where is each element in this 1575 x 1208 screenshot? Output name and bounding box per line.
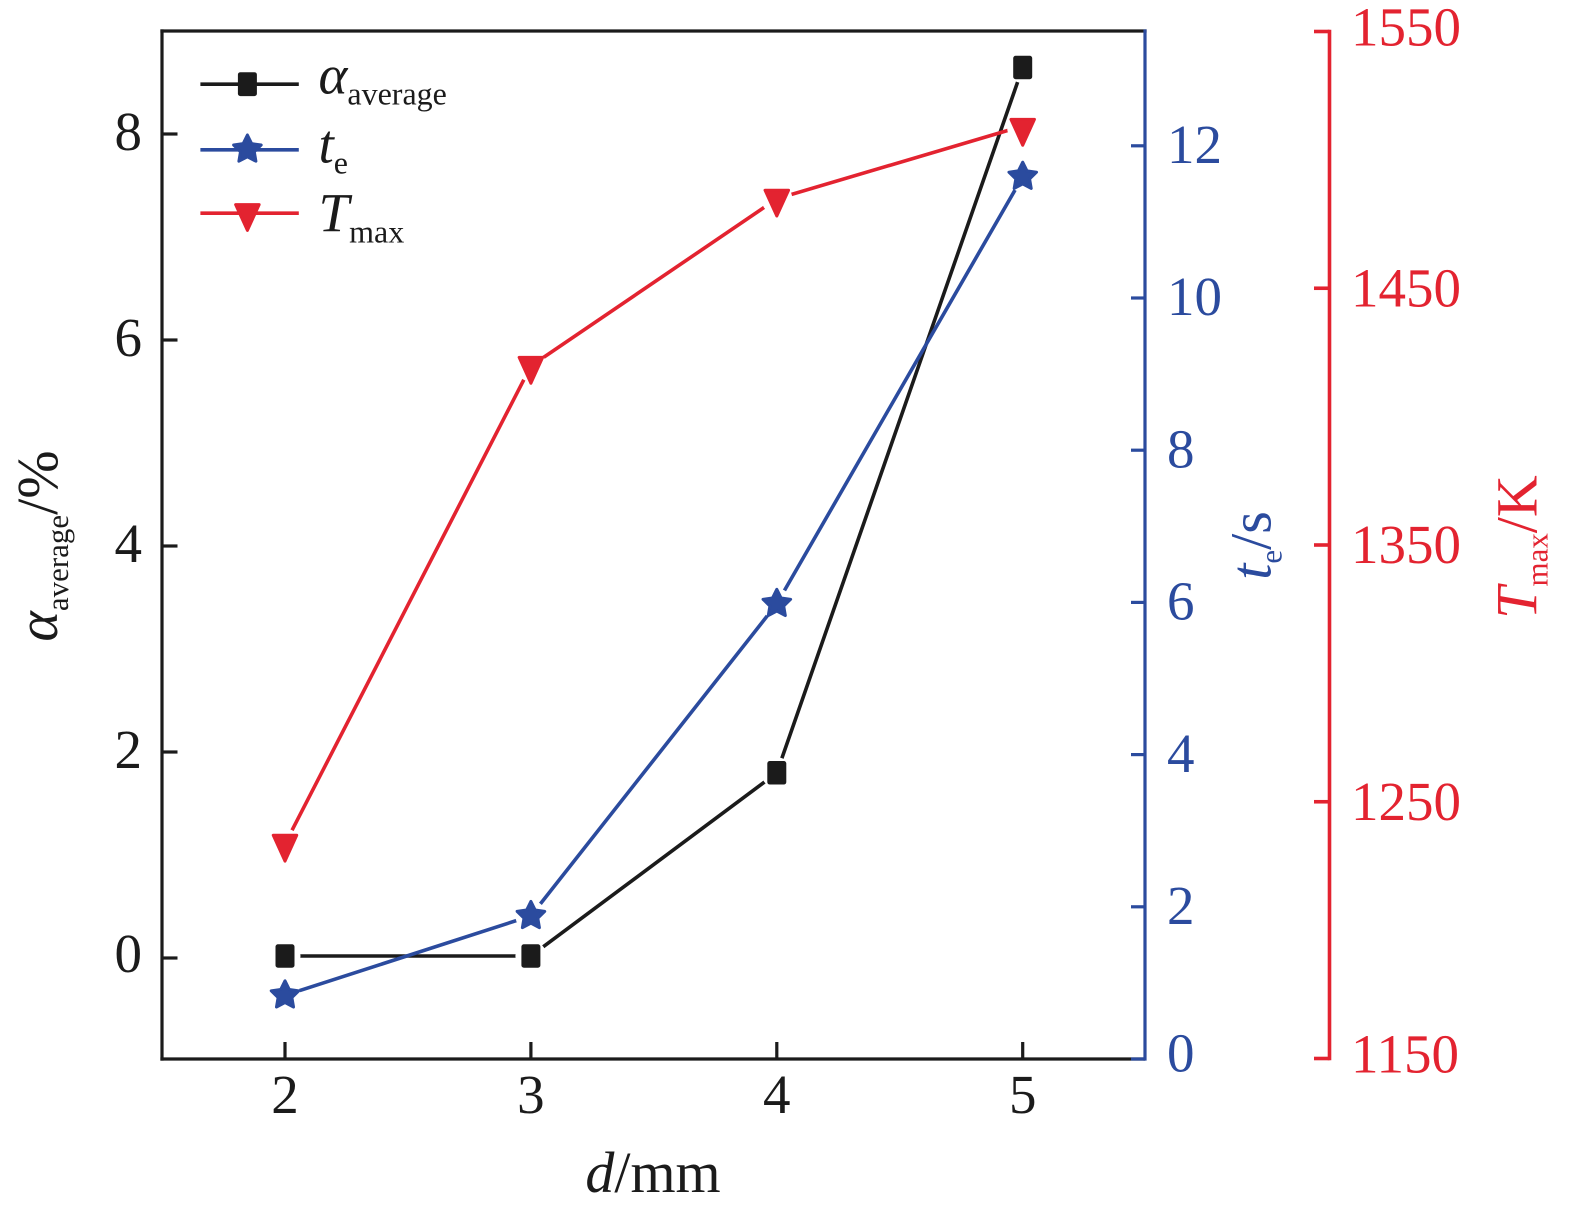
- svg-text:1550: 1550: [1351, 0, 1461, 58]
- svg-text:Tmax/K: Tmax/K: [1484, 475, 1554, 619]
- svg-text:10: 10: [1167, 266, 1222, 327]
- svg-text:0: 0: [115, 923, 143, 984]
- svg-text:3: 3: [517, 1064, 545, 1125]
- svg-text:1250: 1250: [1351, 771, 1461, 832]
- svg-text:2: 2: [1167, 875, 1195, 936]
- svg-text:te: te: [319, 114, 348, 181]
- svg-text:d/mm: d/mm: [585, 1140, 720, 1205]
- svg-text:1350: 1350: [1351, 514, 1461, 575]
- svg-text:1450: 1450: [1351, 257, 1461, 318]
- svg-text:0: 0: [1167, 1023, 1195, 1084]
- svg-text:6: 6: [1167, 571, 1195, 632]
- svg-text:2: 2: [115, 719, 143, 780]
- svg-text:4: 4: [1167, 723, 1195, 784]
- svg-text:4: 4: [763, 1064, 791, 1125]
- svg-text:8: 8: [1167, 418, 1195, 479]
- svg-text:12: 12: [1167, 114, 1222, 175]
- svg-text:Tmax: Tmax: [319, 182, 405, 249]
- svg-text:2: 2: [271, 1064, 299, 1125]
- svg-text:αaverage/%: αaverage/%: [5, 450, 75, 641]
- svg-text:4: 4: [115, 513, 143, 574]
- svg-text:8: 8: [115, 101, 143, 162]
- svg-text:αaverage: αaverage: [319, 45, 447, 112]
- svg-text:5: 5: [1009, 1064, 1037, 1125]
- svg-text:6: 6: [115, 307, 143, 368]
- svg-text:1150: 1150: [1351, 1024, 1459, 1085]
- svg-text:te/s: te/s: [1219, 511, 1289, 580]
